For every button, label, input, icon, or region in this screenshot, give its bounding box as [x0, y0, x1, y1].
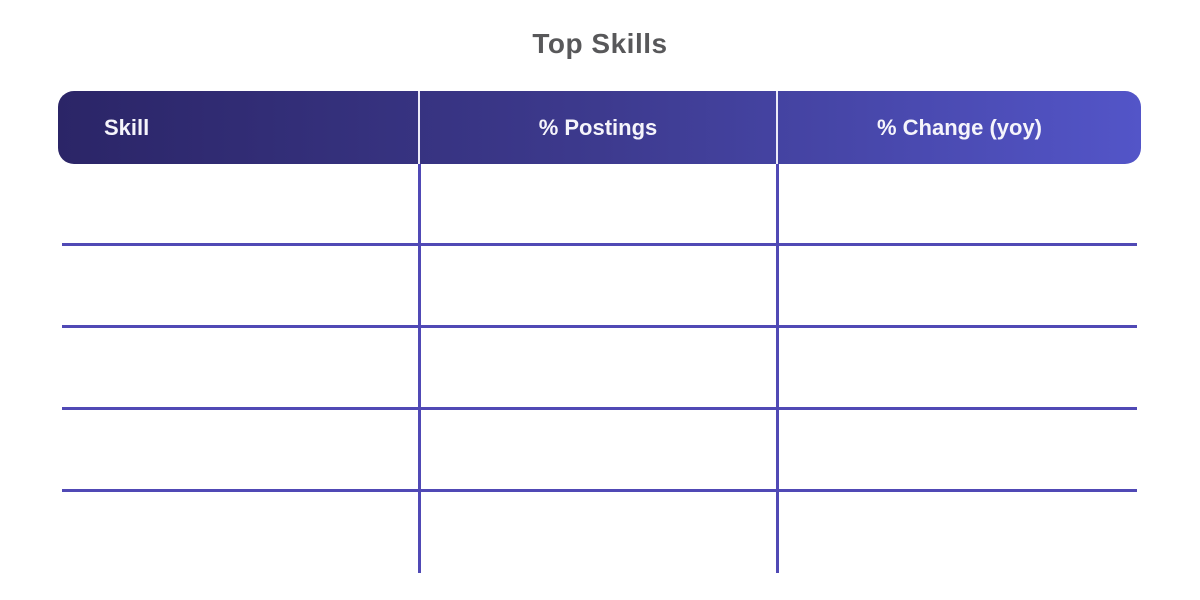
cell-skill [62, 164, 418, 243]
cell-change [776, 328, 1137, 407]
column-divider [418, 91, 420, 164]
table-row [62, 492, 1137, 574]
cell-change [776, 246, 1137, 325]
page-title: Top Skills [532, 28, 668, 59]
column-header-change-yoy: % Change (yoy) [876, 114, 1043, 140]
cell-postings [418, 246, 776, 325]
column-header-skill: Skill [104, 114, 150, 140]
cell-change [776, 492, 1137, 574]
table-row [62, 328, 1137, 410]
table-row [62, 246, 1137, 328]
table-header-row: Skill % Postings % Change (yoy) [58, 91, 1141, 164]
cell-change [776, 164, 1137, 243]
cell-postings [418, 492, 776, 574]
column-header-postings: % Postings [538, 114, 658, 140]
table-row [62, 164, 1137, 246]
cell-postings [418, 410, 776, 489]
cell-postings [418, 328, 776, 407]
column-divider [776, 91, 778, 164]
cell-skill [62, 410, 418, 489]
cell-skill [62, 328, 418, 407]
table-row [62, 410, 1137, 492]
vertical-grid-line [418, 164, 421, 573]
cell-skill [62, 492, 418, 574]
vertical-grid-line [776, 164, 779, 573]
cell-change [776, 410, 1137, 489]
cell-skill [62, 246, 418, 325]
cell-postings [418, 164, 776, 243]
table-body [62, 164, 1137, 574]
